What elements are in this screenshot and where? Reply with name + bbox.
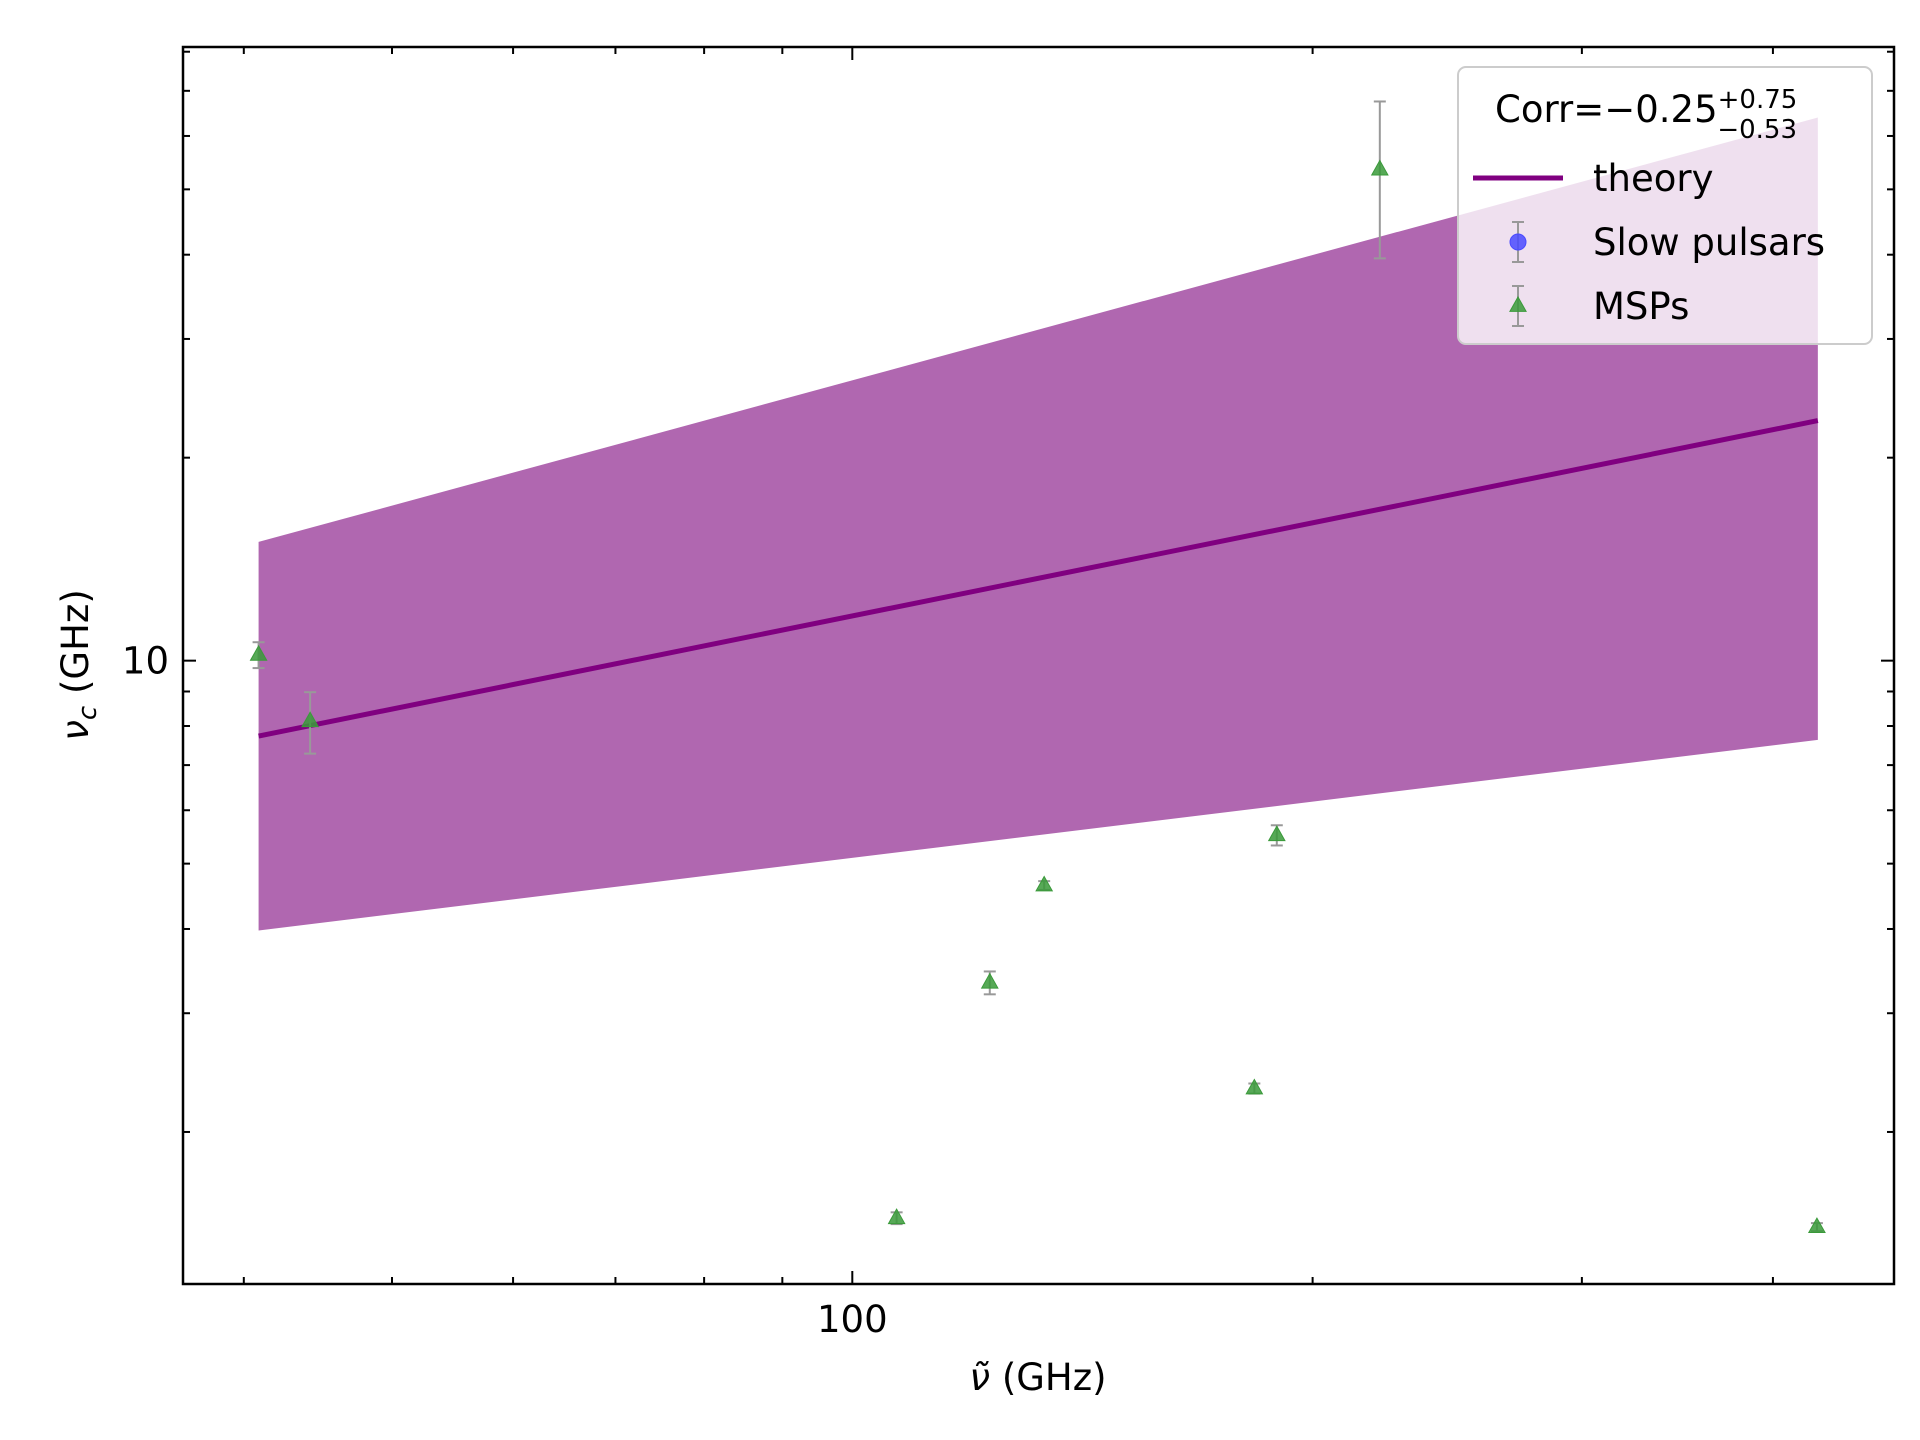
legend-label: MSPs [1593,285,1689,328]
legend-title-sup: +0.75 [1718,85,1798,115]
marker [1245,1078,1264,1095]
y-label-subscript: c [73,706,103,720]
axes-frame [181,45,1896,1286]
legend-label: Slow pulsars [1593,221,1825,264]
legend-marker [1509,233,1527,251]
marker [1807,1217,1826,1234]
marker [1370,159,1389,176]
legend: Corr=−0.25+0.75 −0.53 theory Slow pulsars M… [1457,66,1873,345]
y-tick-label: 10 [122,640,169,683]
marker [887,1208,906,1225]
x-tick-label: 100 [817,1298,888,1341]
theory-line [258,418,1819,739]
error-bar [1373,100,1386,260]
y-label-unit [54,694,97,706]
marker [980,972,999,989]
legend-marker [1509,295,1527,312]
y-axis-label: νc (GHz) [54,589,103,741]
x-label-symbol: ν̃ [969,1356,990,1399]
legend-title-sub: −0.53 [1717,115,1797,145]
legend-label: theory [1593,157,1713,200]
x-axis-label: ν̃ (GHz) [969,1356,1106,1399]
y-label-unit: (GHz) [54,589,97,694]
marker [1267,825,1286,842]
marker [1035,875,1054,892]
x-label-unit: (GHz) [1002,1356,1107,1399]
y-label-symbol: ν [54,720,97,741]
marker [301,711,320,728]
plot-area [183,47,1894,1284]
legend-box [1457,66,1873,345]
legend-title-base: Corr=−0.25 [1495,88,1718,131]
uncertainty-band [258,117,1818,931]
marker [249,644,268,661]
legend-title: Corr=−0.25+0.75 −0.53 [1495,85,1797,145]
